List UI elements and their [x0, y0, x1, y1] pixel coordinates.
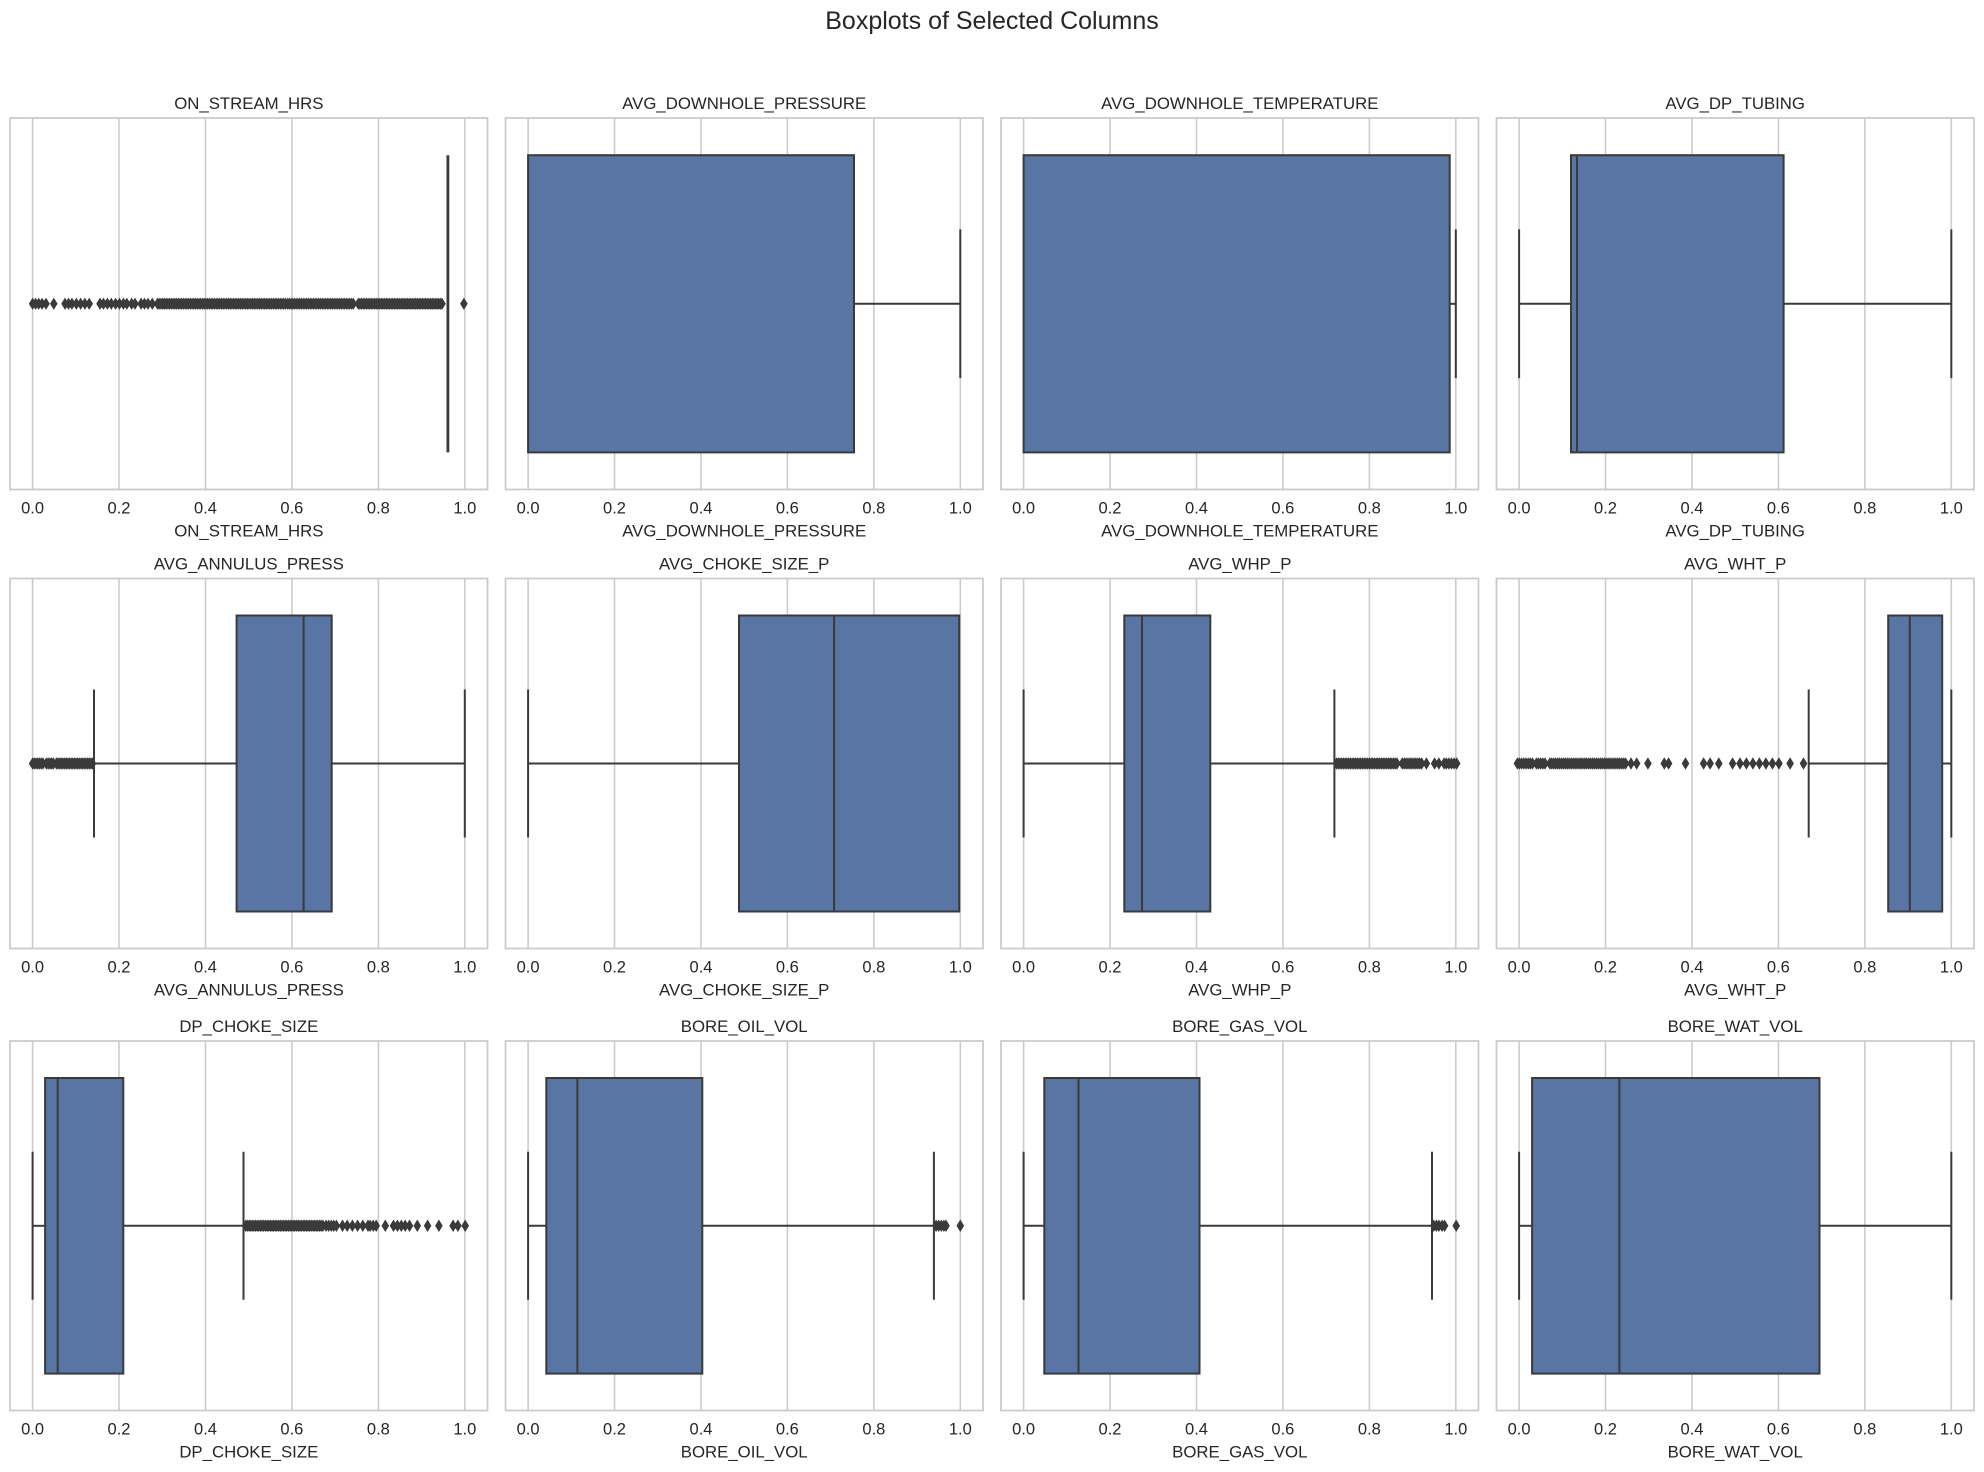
svg-text:0.4: 0.4: [1185, 1421, 1208, 1439]
svg-text:1.0: 1.0: [949, 500, 972, 518]
svg-text:0.2: 0.2: [108, 1421, 131, 1439]
svg-text:0.4: 0.4: [194, 959, 217, 977]
svg-text:1.0: 1.0: [1444, 500, 1467, 518]
svg-text:0.6: 0.6: [280, 500, 303, 518]
svg-text:1.0: 1.0: [949, 1421, 972, 1439]
svg-text:0.4: 0.4: [194, 1421, 217, 1439]
svg-text:0.4: 0.4: [1681, 959, 1704, 977]
svg-text:0.4: 0.4: [1681, 1421, 1704, 1439]
svg-text:BORE_WAT_VOL: BORE_WAT_VOL: [1668, 1443, 1803, 1462]
svg-text:0.0: 0.0: [21, 500, 44, 518]
svg-text:0.8: 0.8: [1853, 500, 1876, 518]
svg-text:0.0: 0.0: [517, 1421, 540, 1439]
svg-text:0.2: 0.2: [108, 959, 131, 977]
svg-text:1.0: 1.0: [453, 1421, 476, 1439]
svg-text:AVG_CHOKE_SIZE_P: AVG_CHOKE_SIZE_P: [659, 981, 829, 1000]
svg-text:0.0: 0.0: [21, 1421, 44, 1439]
svg-text:0.4: 0.4: [1185, 500, 1208, 518]
svg-text:0.8: 0.8: [367, 500, 390, 518]
svg-text:0.8: 0.8: [367, 1421, 390, 1439]
svg-text:AVG_DOWNHOLE_PRESSURE: AVG_DOWNHOLE_PRESSURE: [622, 522, 866, 541]
svg-text:BORE_OIL_VOL: BORE_OIL_VOL: [681, 1017, 808, 1036]
svg-text:0.2: 0.2: [1099, 1421, 1122, 1439]
svg-text:ON_STREAM_HRS: ON_STREAM_HRS: [174, 522, 323, 541]
svg-text:0.8: 0.8: [1358, 500, 1381, 518]
svg-text:0.6: 0.6: [1767, 500, 1790, 518]
svg-text:0.4: 0.4: [690, 1421, 713, 1439]
svg-text:AVG_ANNULUS_PRESS: AVG_ANNULUS_PRESS: [154, 981, 344, 1000]
svg-text:1.0: 1.0: [949, 959, 972, 977]
svg-text:DP_CHOKE_SIZE: DP_CHOKE_SIZE: [179, 1443, 318, 1462]
svg-text:0.8: 0.8: [367, 959, 390, 977]
svg-text:0.0: 0.0: [1508, 1421, 1531, 1439]
svg-text:1.0: 1.0: [1444, 1421, 1467, 1439]
svg-text:BORE_WAT_VOL: BORE_WAT_VOL: [1668, 1017, 1803, 1036]
svg-text:0.2: 0.2: [603, 959, 626, 977]
svg-text:0.6: 0.6: [776, 1421, 799, 1439]
svg-text:1.0: 1.0: [1940, 1421, 1963, 1439]
svg-text:1.0: 1.0: [1444, 959, 1467, 977]
svg-text:0.2: 0.2: [603, 500, 626, 518]
svg-text:0.4: 0.4: [1185, 959, 1208, 977]
svg-text:AVG_DOWNHOLE_TEMPERATURE: AVG_DOWNHOLE_TEMPERATURE: [1101, 94, 1378, 113]
svg-text:AVG_WHP_P: AVG_WHP_P: [1188, 555, 1291, 574]
svg-text:0.0: 0.0: [1012, 959, 1035, 977]
svg-text:0.8: 0.8: [1853, 1421, 1876, 1439]
svg-text:0.0: 0.0: [1012, 500, 1035, 518]
svg-text:AVG_WHT_P: AVG_WHT_P: [1684, 555, 1786, 574]
svg-text:0.6: 0.6: [1271, 500, 1294, 518]
svg-text:BORE_GAS_VOL: BORE_GAS_VOL: [1172, 1443, 1307, 1462]
svg-text:0.4: 0.4: [194, 500, 217, 518]
svg-text:DP_CHOKE_SIZE: DP_CHOKE_SIZE: [179, 1017, 318, 1036]
svg-text:0.6: 0.6: [280, 1421, 303, 1439]
svg-text:AVG_DP_TUBING: AVG_DP_TUBING: [1665, 522, 1805, 541]
svg-text:0.6: 0.6: [1767, 1421, 1790, 1439]
svg-text:0.4: 0.4: [690, 959, 713, 977]
svg-text:0.8: 0.8: [1853, 959, 1876, 977]
svg-text:0.8: 0.8: [1358, 1421, 1381, 1439]
svg-text:0.2: 0.2: [108, 500, 131, 518]
svg-text:0.0: 0.0: [21, 959, 44, 977]
svg-text:AVG_ANNULUS_PRESS: AVG_ANNULUS_PRESS: [154, 555, 344, 574]
svg-text:0.8: 0.8: [1358, 959, 1381, 977]
svg-text:1.0: 1.0: [1940, 959, 1963, 977]
svg-text:0.4: 0.4: [690, 500, 713, 518]
svg-text:0.8: 0.8: [862, 500, 885, 518]
svg-text:AVG_DOWNHOLE_PRESSURE: AVG_DOWNHOLE_PRESSURE: [622, 94, 866, 113]
svg-text:AVG_CHOKE_SIZE_P: AVG_CHOKE_SIZE_P: [659, 555, 829, 574]
svg-text:AVG_WHP_P: AVG_WHP_P: [1188, 981, 1291, 1000]
svg-text:0.2: 0.2: [1099, 959, 1122, 977]
svg-text:0.2: 0.2: [1594, 1421, 1617, 1439]
svg-text:0.8: 0.8: [862, 1421, 885, 1439]
svg-text:0.2: 0.2: [1594, 500, 1617, 518]
svg-text:BORE_GAS_VOL: BORE_GAS_VOL: [1172, 1017, 1307, 1036]
svg-text:AVG_DOWNHOLE_TEMPERATURE: AVG_DOWNHOLE_TEMPERATURE: [1101, 522, 1378, 541]
svg-text:0.4: 0.4: [1681, 500, 1704, 518]
svg-text:0.6: 0.6: [1271, 1421, 1294, 1439]
svg-text:0.0: 0.0: [1508, 500, 1531, 518]
svg-text:AVG_WHT_P: AVG_WHT_P: [1684, 981, 1786, 1000]
svg-text:0.6: 0.6: [776, 500, 799, 518]
svg-text:1.0: 1.0: [453, 959, 476, 977]
svg-text:BORE_OIL_VOL: BORE_OIL_VOL: [681, 1443, 808, 1462]
svg-text:0.2: 0.2: [603, 1421, 626, 1439]
svg-text:ON_STREAM_HRS: ON_STREAM_HRS: [174, 94, 323, 113]
svg-text:0.0: 0.0: [517, 500, 540, 518]
svg-text:0.0: 0.0: [517, 959, 540, 977]
svg-text:0.2: 0.2: [1099, 500, 1122, 518]
svg-text:0.6: 0.6: [1767, 959, 1790, 977]
svg-text:0.0: 0.0: [1012, 1421, 1035, 1439]
svg-text:Boxplots of Selected Columns: Boxplots of Selected Columns: [825, 7, 1159, 35]
svg-text:AVG_DP_TUBING: AVG_DP_TUBING: [1665, 94, 1805, 113]
svg-text:1.0: 1.0: [1940, 500, 1963, 518]
svg-text:0.6: 0.6: [280, 959, 303, 977]
svg-text:0.0: 0.0: [1508, 959, 1531, 977]
svg-text:0.6: 0.6: [776, 959, 799, 977]
svg-text:0.2: 0.2: [1594, 959, 1617, 977]
svg-text:0.8: 0.8: [862, 959, 885, 977]
svg-text:0.6: 0.6: [1271, 959, 1294, 977]
svg-text:1.0: 1.0: [453, 500, 476, 518]
